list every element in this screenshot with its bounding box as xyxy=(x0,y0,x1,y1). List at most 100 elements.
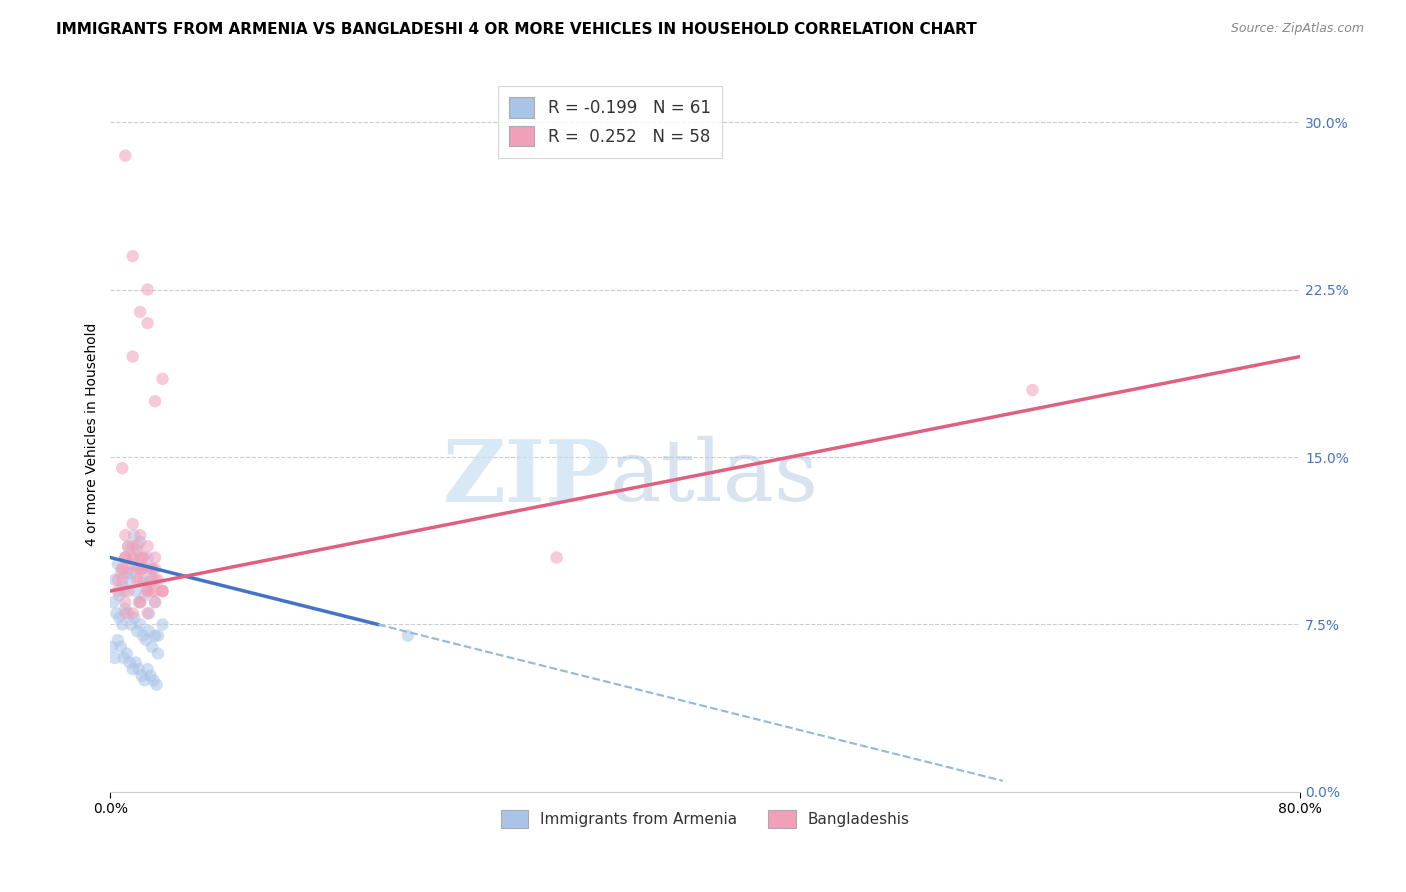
Text: Source: ZipAtlas.com: Source: ZipAtlas.com xyxy=(1230,22,1364,36)
Point xyxy=(111,461,134,475)
Point xyxy=(127,543,149,558)
Point xyxy=(114,602,136,616)
Point xyxy=(129,573,152,587)
Point xyxy=(139,669,162,683)
Point xyxy=(141,573,163,587)
Point xyxy=(114,550,136,565)
Point xyxy=(107,633,129,648)
Point xyxy=(121,516,143,531)
Point xyxy=(152,584,174,599)
Point xyxy=(122,528,145,542)
Point xyxy=(143,595,166,609)
Point xyxy=(134,673,156,688)
Point xyxy=(114,595,136,609)
Point xyxy=(114,528,136,542)
Point xyxy=(112,651,135,665)
Y-axis label: 4 or more Vehicles in Household: 4 or more Vehicles in Household xyxy=(86,323,100,547)
Point xyxy=(129,528,152,542)
Point xyxy=(121,550,143,565)
Point xyxy=(108,589,131,603)
Point xyxy=(121,550,143,565)
Point xyxy=(110,640,132,654)
Point xyxy=(139,573,162,587)
Point xyxy=(112,584,135,599)
Point xyxy=(131,669,153,683)
Point xyxy=(121,249,143,263)
Point xyxy=(143,584,166,599)
Point xyxy=(101,640,124,654)
Point xyxy=(111,562,134,576)
Point xyxy=(111,617,134,632)
Point xyxy=(127,624,149,639)
Point xyxy=(141,584,163,599)
Point xyxy=(117,539,139,553)
Point xyxy=(107,558,129,572)
Point xyxy=(152,372,174,386)
Point xyxy=(108,611,131,625)
Point xyxy=(117,584,139,599)
Legend: Immigrants from Armenia, Bangladeshis: Immigrants from Armenia, Bangladeshis xyxy=(495,804,915,834)
Point xyxy=(128,662,150,676)
Point xyxy=(120,566,142,581)
Point xyxy=(104,573,127,587)
Point xyxy=(118,573,141,587)
Point xyxy=(141,562,163,576)
Point xyxy=(125,584,148,599)
Point xyxy=(129,595,152,609)
Point xyxy=(131,562,153,576)
Point xyxy=(138,607,160,621)
Point xyxy=(110,566,132,581)
Point xyxy=(117,539,139,553)
Point xyxy=(115,647,138,661)
Point xyxy=(114,148,136,162)
Point xyxy=(121,558,143,572)
Point xyxy=(136,607,159,621)
Point xyxy=(125,656,148,670)
Point xyxy=(146,647,169,661)
Point xyxy=(145,678,167,692)
Point xyxy=(128,595,150,609)
Point xyxy=(136,562,159,576)
Point xyxy=(132,550,155,565)
Point xyxy=(146,629,169,643)
Point xyxy=(546,550,568,565)
Point xyxy=(120,617,142,632)
Point xyxy=(103,595,125,609)
Point xyxy=(143,394,166,409)
Point xyxy=(121,350,143,364)
Point xyxy=(127,562,149,576)
Point xyxy=(129,595,152,609)
Text: atlas: atlas xyxy=(610,436,820,519)
Point xyxy=(146,573,169,587)
Point xyxy=(135,580,157,594)
Point xyxy=(143,573,166,587)
Point xyxy=(114,550,136,565)
Point xyxy=(105,607,128,621)
Point xyxy=(132,550,155,565)
Point xyxy=(141,562,163,576)
Point xyxy=(121,662,143,676)
Point xyxy=(136,316,159,330)
Point xyxy=(107,573,129,587)
Point xyxy=(132,573,155,587)
Point xyxy=(1021,383,1043,397)
Point xyxy=(136,550,159,565)
Point xyxy=(135,633,157,648)
Point xyxy=(132,629,155,643)
Point xyxy=(115,566,138,581)
Point xyxy=(114,550,136,565)
Point xyxy=(152,584,174,599)
Point xyxy=(127,539,149,553)
Point xyxy=(152,584,174,599)
Point xyxy=(129,617,152,632)
Point xyxy=(143,550,166,565)
Point xyxy=(121,539,143,553)
Point xyxy=(138,624,160,639)
Text: IMMIGRANTS FROM ARMENIA VS BANGLADESHI 4 OR MORE VEHICLES IN HOUSEHOLD CORRELATI: IMMIGRANTS FROM ARMENIA VS BANGLADESHI 4… xyxy=(56,22,977,37)
Point xyxy=(136,662,159,676)
Point xyxy=(136,539,159,553)
Point xyxy=(132,562,155,576)
Point xyxy=(122,611,145,625)
Point xyxy=(129,562,152,576)
Point xyxy=(111,573,134,587)
